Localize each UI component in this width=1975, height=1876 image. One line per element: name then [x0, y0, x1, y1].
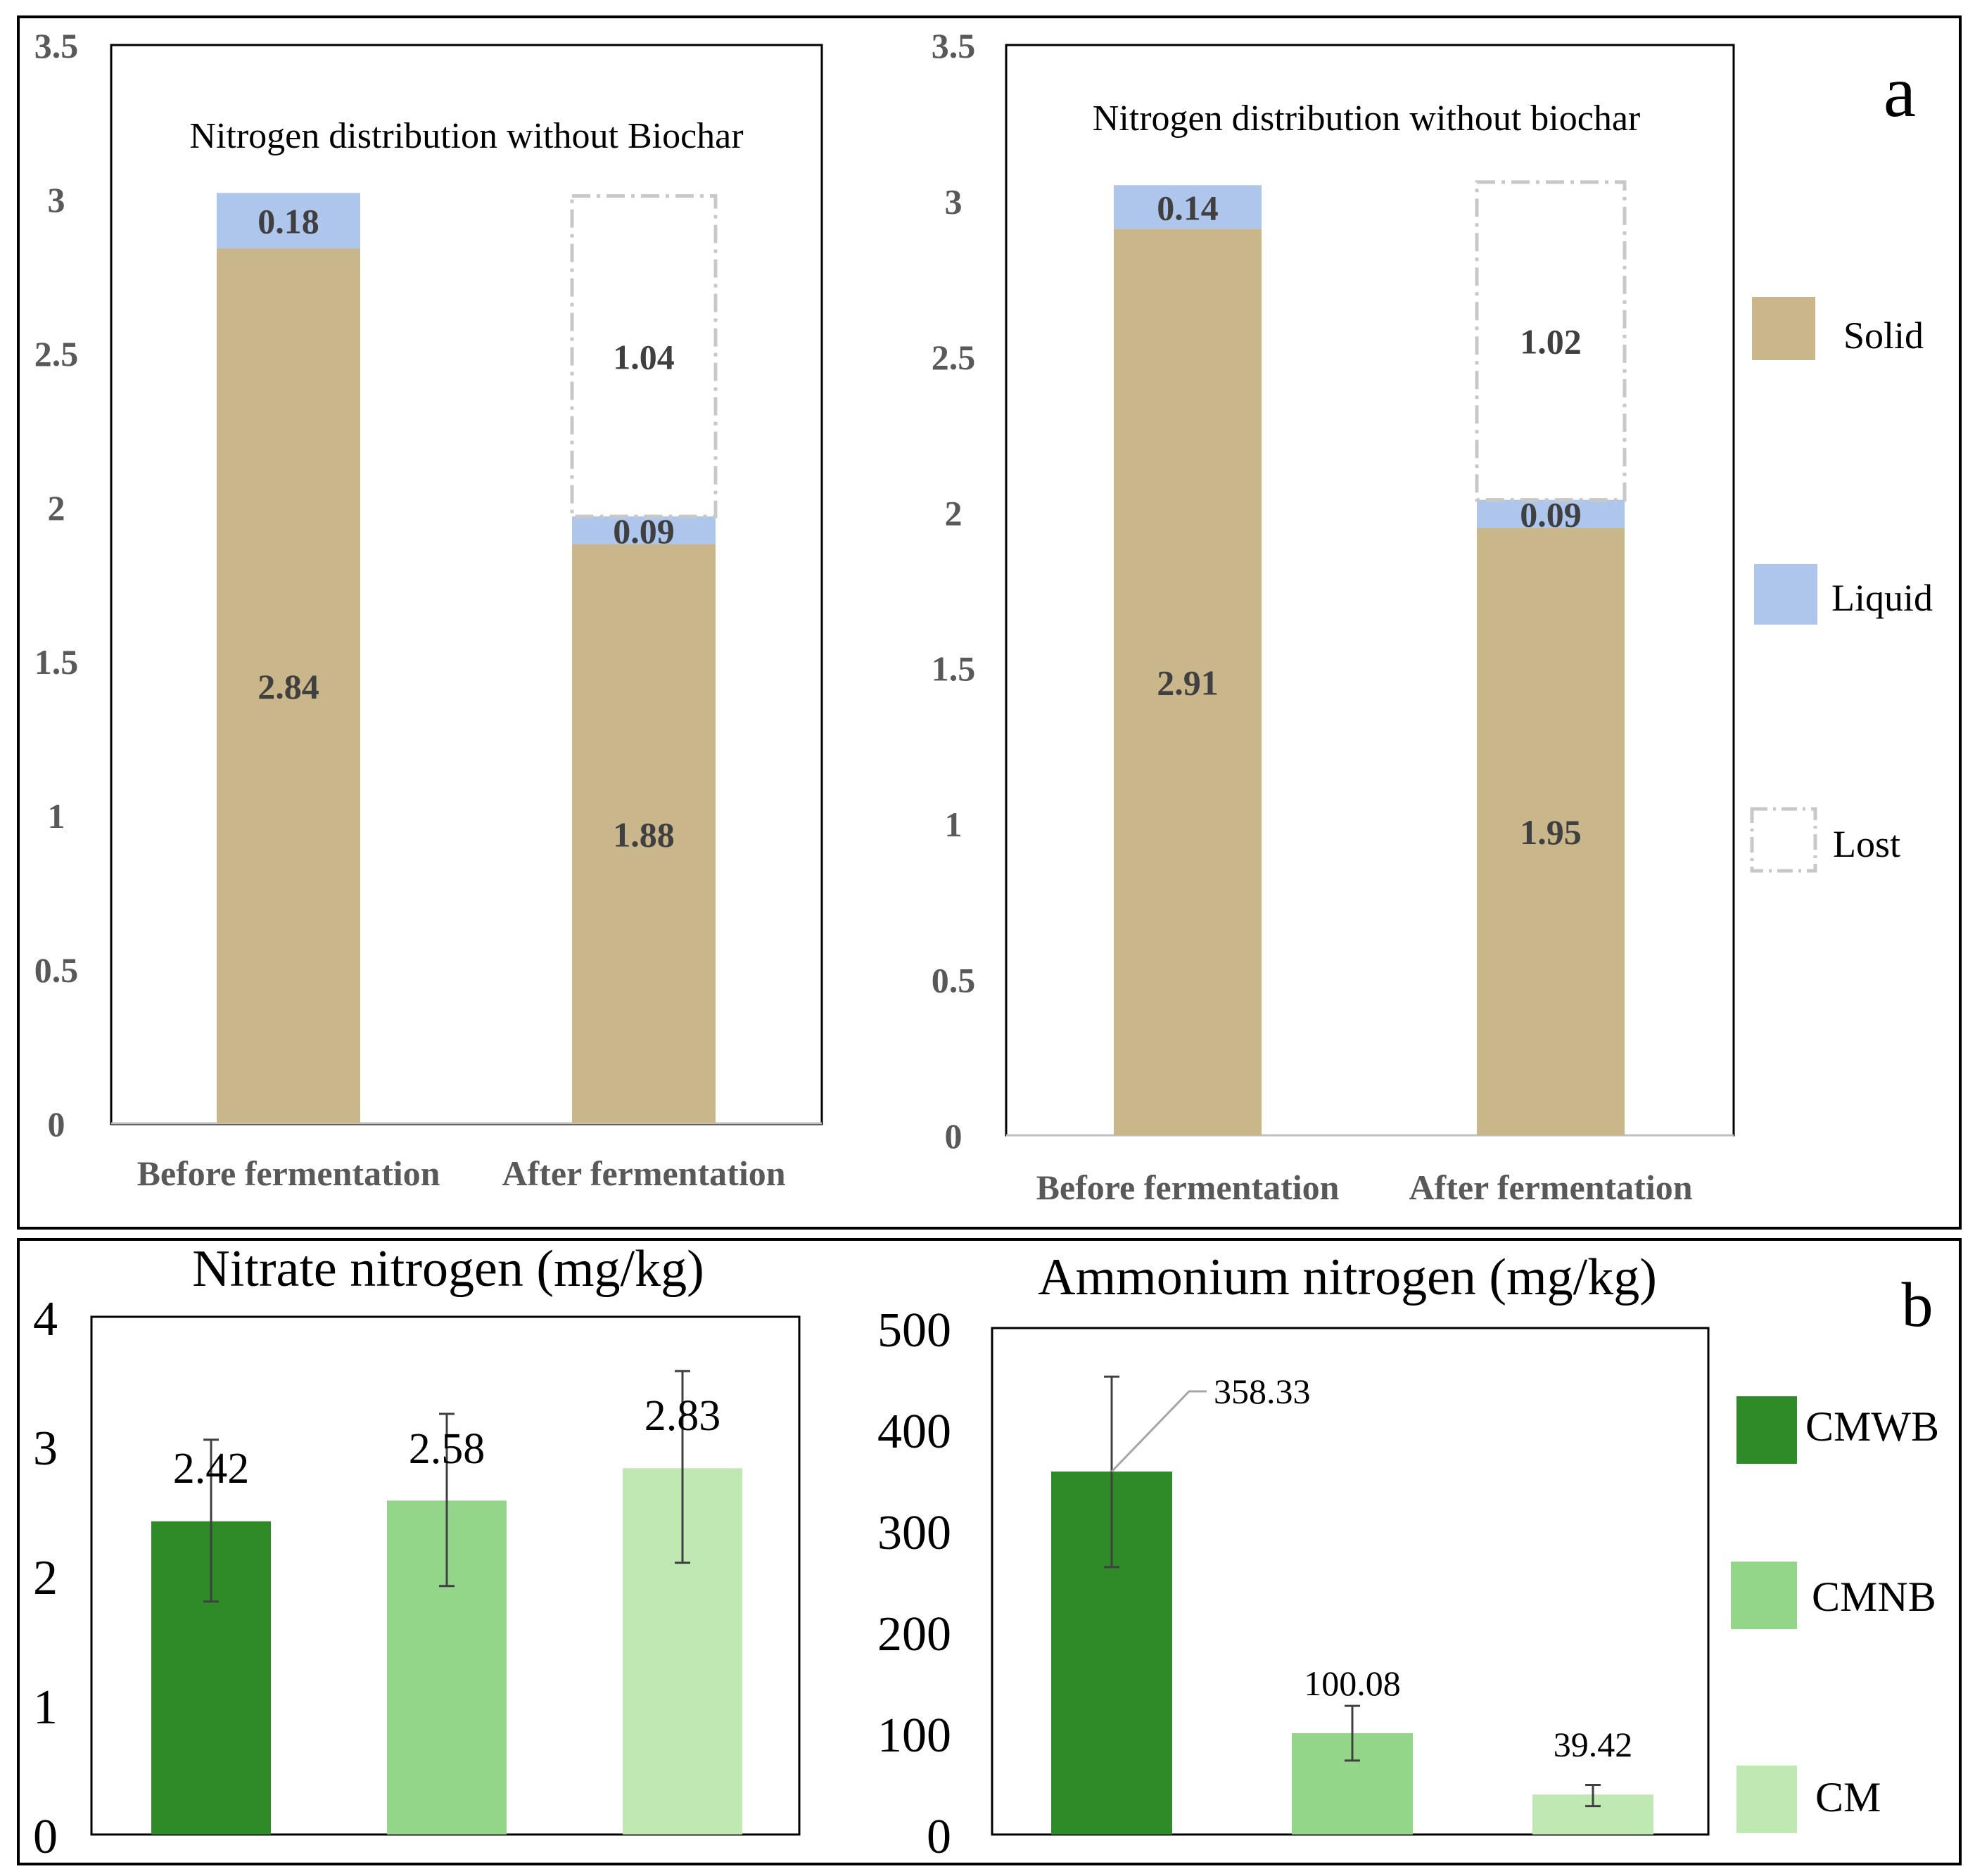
- y-tick-label: 0.5: [34, 950, 79, 990]
- chart-title: Ammonium nitrogen (mg/kg): [1038, 1249, 1657, 1306]
- data-label-liquid: 0.14: [1157, 188, 1219, 227]
- panel-a-label: a: [1884, 51, 1916, 132]
- legend-lost-label: Lost: [1833, 823, 1900, 865]
- bar-lost: [570, 194, 718, 518]
- chart-title: Nitrate nitrogen (mg/kg): [192, 1240, 704, 1298]
- panel-b-frame: [17, 1238, 1962, 1865]
- y-tick-label: 500: [877, 1303, 951, 1358]
- y-tick-label: 100: [877, 1709, 951, 1763]
- panel-b-label: b: [1902, 1270, 1933, 1340]
- data-label-lost: 1.02: [1520, 322, 1582, 362]
- y-tick-label: 0: [33, 1810, 58, 1864]
- legend-solid-swatch: [1752, 297, 1815, 360]
- legend-cm-swatch: [1736, 1766, 1797, 1833]
- y-tick-label: 2: [945, 493, 963, 532]
- data-label-solid: 1.95: [1520, 812, 1582, 852]
- legend-liquid-swatch: [1754, 564, 1817, 625]
- y-tick-label: 0.5: [932, 961, 976, 1000]
- data-label-lost: 1.04: [613, 337, 675, 376]
- y-tick-label: 1: [48, 796, 65, 836]
- legend-cm-label: CM: [1815, 1774, 1881, 1820]
- legend-cmnb-label: CMNB: [1812, 1574, 1936, 1620]
- y-tick-label: 200: [877, 1607, 951, 1661]
- chart-ammonium-nitrogen: Ammonium nitrogen (mg/kg) 0 100 200 300 400 50…: [877, 1249, 1710, 1864]
- y-tick-label: 2.5: [34, 334, 79, 374]
- bar-solid: [1477, 528, 1625, 1135]
- y-tick-label: 0: [945, 1116, 963, 1156]
- legend-panel-a: Solid Liquid Lost: [1750, 297, 1933, 873]
- data-label-leader: [1110, 1390, 1207, 1473]
- data-label: 2.42: [173, 1445, 250, 1493]
- y-tick-label: 2.5: [932, 338, 976, 377]
- data-label: 39.42: [1554, 1725, 1633, 1764]
- y-tick-label: 400: [877, 1405, 951, 1459]
- data-label-solid: 1.88: [613, 815, 675, 854]
- legend-solid-label: Solid: [1843, 314, 1924, 357]
- y-tick-label: 300: [877, 1506, 951, 1560]
- y-tick-label: 1.5: [932, 649, 976, 689]
- bar-solid: [1114, 229, 1262, 1136]
- y-tick-label: 1: [945, 805, 963, 844]
- bar-liquid: [1477, 499, 1625, 528]
- chart-nitrogen-distribution-2: Nitrogen distribution without biochar 0 0.…: [932, 26, 1735, 1207]
- bar-liquid: [572, 516, 716, 544]
- chart-nitrogen-distribution-1: Nitrogen distribution without Biochar 0 0.…: [34, 26, 823, 1193]
- bar-solid: [217, 248, 360, 1124]
- bar-solid: [572, 544, 716, 1123]
- bar-liquid: [1114, 185, 1262, 229]
- x-tick-label: Before fermentation: [1036, 1168, 1340, 1207]
- bar-liquid: [217, 193, 360, 249]
- y-tick-label: 0: [48, 1104, 65, 1144]
- y-tick-label: 3: [945, 181, 963, 221]
- legend-cmwb-label: CMWB: [1805, 1403, 1939, 1450]
- y-tick-label: 4: [33, 1292, 58, 1346]
- y-tick-label: 1: [33, 1680, 58, 1735]
- data-label: 358.33: [1214, 1372, 1311, 1411]
- y-tick-label: 3.5: [34, 26, 79, 65]
- chart-title: Nitrogen distribution without biochar: [1093, 98, 1640, 139]
- chart-nitrate-nitrogen: Nitrate nitrogen (mg/kg) 0 1 2 3 4 2.42 2.58 2.8…: [33, 1240, 801, 1864]
- legend-cmnb-swatch: [1731, 1562, 1797, 1629]
- data-label: 100.08: [1304, 1664, 1401, 1703]
- chart-title: Nitrogen distribution without Biochar: [189, 116, 743, 156]
- x-tick-label: Before fermentation: [137, 1154, 440, 1193]
- legend-panel-b: CMWB CMNB CM: [1731, 1396, 1939, 1833]
- data-label: 2.58: [409, 1425, 485, 1473]
- data-label-solid: 2.91: [1157, 663, 1219, 703]
- x-tick-label: After fermentation: [502, 1154, 785, 1193]
- y-tick-label: 3: [48, 180, 65, 219]
- data-label: 2.83: [644, 1392, 721, 1440]
- y-tick-label: 3.5: [932, 26, 976, 65]
- legend-cmwb-swatch: [1736, 1396, 1797, 1464]
- data-label-solid: 2.84: [258, 667, 319, 706]
- y-tick-label: 0: [927, 1810, 951, 1864]
- data-label-liquid: 0.18: [258, 202, 319, 241]
- panel-a-frame: [17, 15, 1962, 1230]
- y-tick-label: 2: [33, 1551, 58, 1605]
- bar-lost: [1475, 180, 1627, 502]
- y-tick-label: 2: [48, 488, 65, 528]
- x-tick-label: After fermentation: [1409, 1168, 1692, 1207]
- y-tick-label: 1.5: [34, 642, 79, 682]
- legend-lost-swatch: [1750, 807, 1817, 873]
- y-tick-label: 3: [33, 1422, 58, 1476]
- legend-liquid-label: Liquid: [1831, 577, 1933, 619]
